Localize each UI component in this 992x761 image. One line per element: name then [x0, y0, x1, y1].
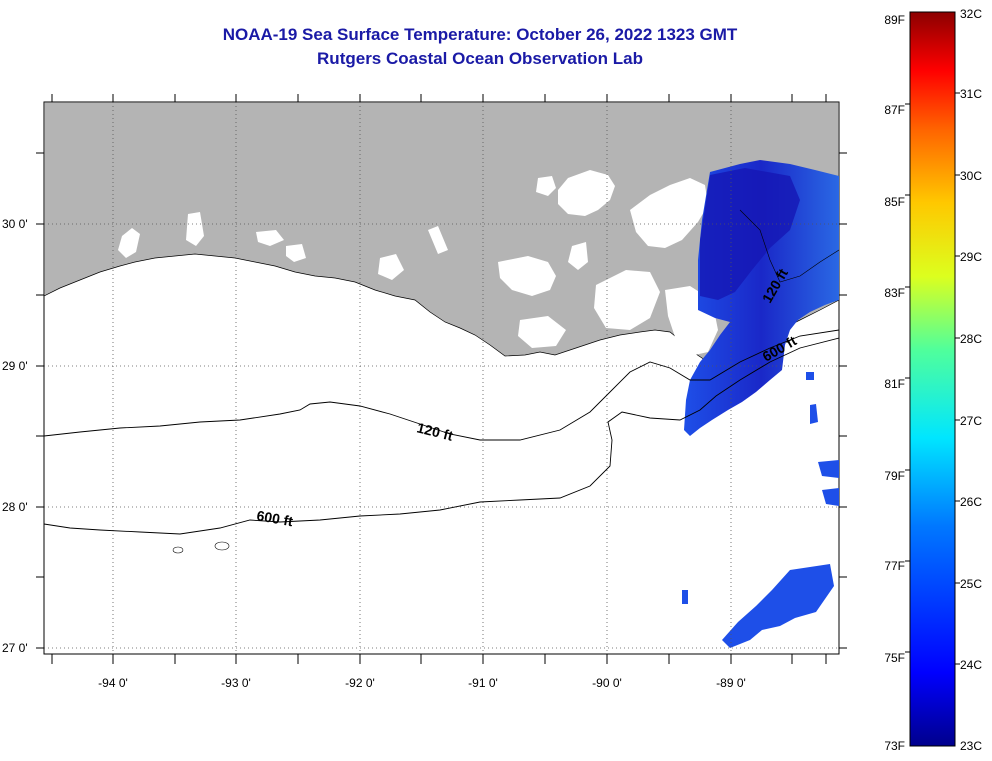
scale-label-f: 85F [884, 195, 905, 209]
lon-label: -90 0' [592, 676, 622, 690]
lat-label: 30 0' [2, 217, 28, 231]
scale-label-c: 30C [960, 169, 982, 183]
scale-label-c: 26C [960, 495, 982, 509]
coastal-marsh [378, 254, 404, 280]
lon-label: -91 0' [468, 676, 498, 690]
lon-label: -93 0' [221, 676, 251, 690]
scale-label-c: 23C [960, 739, 982, 753]
scale-label-c: 25C [960, 577, 982, 591]
lake-salvador [498, 256, 556, 296]
scale-label-f: 77F [884, 559, 905, 573]
delta-marsh [594, 270, 660, 330]
lon-label: -89 0' [716, 676, 746, 690]
axis-ticks [36, 94, 847, 664]
scale-label-c: 31C [960, 87, 982, 101]
lake-marsh [286, 244, 306, 262]
sst-speck-e [682, 590, 688, 604]
coastal-marsh-2 [428, 226, 448, 254]
scale-label-f: 73F [884, 739, 905, 753]
scale-label-f: 75F [884, 651, 905, 665]
scale-label-f: 81F [884, 377, 905, 391]
lon-label: -92 0' [345, 676, 375, 690]
scale-label-c: 28C [960, 332, 982, 346]
sst-speck-a [810, 404, 818, 424]
scale-label-c: 27C [960, 414, 982, 428]
delta-marsh-2 [518, 316, 566, 348]
sst-data-darker [700, 168, 800, 300]
lat-label: 27 0' [2, 641, 28, 655]
lon-label: -94 0' [98, 676, 128, 690]
color-scale-bar [909, 11, 956, 747]
contour-label-600ft: 600 ft [255, 507, 294, 529]
scale-label-f: 87F [884, 103, 905, 117]
sst-speck-c [822, 488, 839, 506]
map-title: NOAA-19 Sea Surface Temperature: October… [222, 25, 738, 44]
lat-label: 28 0' [2, 500, 28, 514]
contour-600ft [44, 337, 839, 535]
scale-label-f: 89F [884, 13, 905, 27]
contour-upper [739, 209, 839, 283]
scale-label-c: 29C [960, 250, 982, 264]
lake-borgne [630, 178, 708, 248]
lake-west [118, 228, 140, 258]
scale-label-c: 24C [960, 658, 982, 672]
lake-pontchartrain [558, 170, 615, 216]
grid [44, 102, 839, 654]
lake-white [186, 212, 204, 246]
sst-speck-d [806, 372, 814, 380]
contour-120ft [44, 329, 839, 441]
scale-label-c: 32C [960, 7, 982, 21]
scale-label-f: 83F [884, 286, 905, 300]
contour-islet-2 [172, 546, 184, 554]
lake-barataria [568, 242, 588, 270]
cloud-patch [536, 176, 556, 196]
colorbar-ticks [905, 92, 960, 665]
contour-islet [214, 541, 230, 551]
map-subtitle: Rutgers Coastal Ocean Observation Lab [317, 49, 643, 68]
lat-label: 29 0' [2, 359, 28, 373]
sst-data-south [722, 564, 834, 648]
sst-speck-b [818, 460, 839, 478]
lake-grand [256, 230, 284, 246]
scale-label-f: 79F [884, 469, 905, 483]
